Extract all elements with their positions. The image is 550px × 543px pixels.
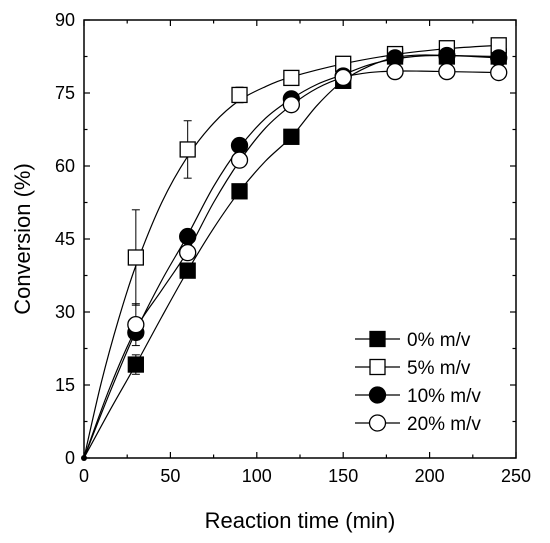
origin-point [81, 455, 87, 461]
legend-marker [368, 386, 387, 404]
data-point [230, 151, 249, 169]
legend-label: 0% m/v [407, 330, 471, 351]
x-tick-label: 0 [79, 466, 89, 486]
legend-marker [369, 358, 386, 376]
x-axis-title: Reaction time (min) [205, 508, 396, 533]
y-tick-label: 45 [55, 229, 75, 249]
data-point [283, 69, 300, 87]
data-point [179, 243, 197, 262]
legend-marker [368, 414, 387, 432]
data-point [490, 63, 508, 82]
data-point [231, 86, 248, 104]
y-tick-label: 75 [55, 83, 75, 103]
data-point [283, 128, 300, 145]
x-tick-label: 250 [501, 466, 531, 486]
y-tick-label: 30 [55, 302, 75, 322]
x-tick-label: 50 [160, 466, 180, 486]
data-point [127, 316, 145, 334]
y-axis-title: Conversion (%) [10, 163, 35, 315]
x-tick-label: 100 [242, 466, 272, 486]
legend: 0% m/v 5% m/v 10% m/v 20% m/v [355, 330, 481, 435]
data-point [334, 68, 352, 87]
legend-label: 5% m/v [407, 358, 471, 379]
data-point [179, 262, 196, 279]
legend-item: 5% m/v [355, 358, 471, 379]
y-tick-label: 15 [55, 375, 75, 395]
data-point [490, 49, 508, 67]
data-point [386, 62, 404, 81]
y-tick-label: 90 [55, 10, 75, 30]
y-tick-label: 60 [55, 156, 75, 176]
legend-item: 20% m/v [355, 414, 481, 435]
legend-item: 0% m/v [355, 330, 471, 351]
legend-label: 10% m/v [407, 386, 481, 407]
x-tick-label: 200 [415, 466, 445, 486]
legend-label: 20% m/v [407, 414, 481, 435]
data-point [438, 46, 456, 65]
legend-marker [369, 330, 386, 348]
x-tick-label: 150 [328, 466, 358, 486]
series-20pct-m-v [83, 62, 508, 459]
data-point [127, 356, 144, 373]
y-tick-label: 0 [65, 448, 75, 468]
data-point [179, 141, 196, 158]
legend-item: 10% m/v [355, 386, 481, 407]
data-point [230, 136, 249, 155]
data-point [438, 62, 456, 81]
data-point [282, 96, 301, 114]
axes: 0 50 100 150 200 250 0 15 30 45 60 75 90 [55, 10, 531, 486]
plot-area [81, 37, 508, 461]
data-point [127, 249, 144, 266]
data-point [231, 183, 248, 200]
